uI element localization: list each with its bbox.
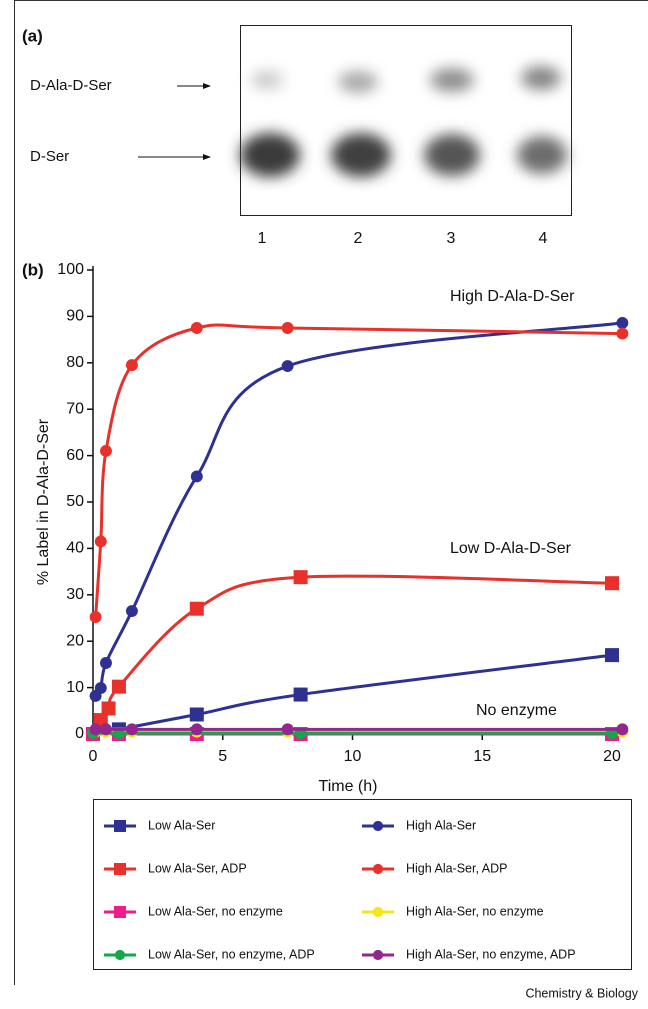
legend-label: High Ala-Ser <box>406 818 476 832</box>
legend-label: Low Ala-Ser <box>148 818 215 832</box>
annotation: High D-Ala-D-Ser <box>450 288 575 305</box>
point <box>616 723 628 735</box>
panel-label: (a) <box>22 26 43 45</box>
point <box>90 611 102 623</box>
legend-label: Low Ala-Ser, ADP <box>148 861 247 875</box>
legend-marker <box>373 821 383 831</box>
point <box>294 688 308 702</box>
x-axis-label: Time (h) <box>319 778 378 795</box>
legend-marker <box>373 864 383 874</box>
legend-marker <box>373 907 383 917</box>
point <box>126 359 138 371</box>
legend-label: High Ala-Ser, ADP <box>406 861 507 875</box>
y-tick-label: 70 <box>66 400 84 417</box>
y-tick-label: 0 <box>75 725 84 742</box>
figure: (a) D-Ala-D-Ser D-Ser 1 2 3 4 (b) % Labe… <box>0 0 648 1009</box>
legend-marker <box>114 906 126 918</box>
point <box>191 723 203 735</box>
legend-marker <box>115 950 125 960</box>
point <box>605 576 619 590</box>
series-line <box>96 325 623 617</box>
lane-label: 1 <box>258 230 267 247</box>
x-tick-label: 15 <box>473 748 491 765</box>
band-label: D-Ala-D-Ser <box>30 77 112 94</box>
point <box>95 682 107 694</box>
point <box>190 708 204 722</box>
point <box>605 648 619 662</box>
y-tick-label: 40 <box>66 540 84 557</box>
annotation: Low D-Ala-D-Ser <box>450 540 572 557</box>
gel-frame <box>241 26 572 216</box>
y-axis-label: % Label in D-Ala-D-Ser <box>35 418 52 585</box>
y-tick-label: 30 <box>66 586 84 603</box>
point <box>191 471 203 483</box>
point <box>102 701 116 715</box>
point <box>190 602 204 616</box>
lane-label: 3 <box>447 230 456 247</box>
gel <box>240 26 572 216</box>
legend-label: High Ala-Ser, no enzyme <box>406 904 544 918</box>
x-tick-label: 20 <box>603 748 621 765</box>
point <box>282 322 294 334</box>
lane-label: 4 <box>539 230 548 247</box>
point <box>294 570 308 584</box>
legend-label: Low Ala-Ser, no enzyme <box>148 904 283 918</box>
point <box>112 680 126 694</box>
y-tick-label: 60 <box>66 447 84 464</box>
y-tick-label: 80 <box>66 354 84 371</box>
credit: Chemistry & Biology <box>525 986 638 1000</box>
point <box>616 328 628 340</box>
y-tick-label: 90 <box>66 308 84 325</box>
y-tick-label: 100 <box>57 261 84 278</box>
y-tick-label: 20 <box>66 632 84 649</box>
point <box>191 322 203 334</box>
point <box>126 605 138 617</box>
point <box>100 723 112 735</box>
series-line <box>93 655 612 734</box>
lane-label: 2 <box>354 230 363 247</box>
legend-marker <box>114 863 126 875</box>
point <box>95 535 107 547</box>
point <box>282 360 294 372</box>
legend-marker <box>373 950 383 960</box>
point <box>126 723 138 735</box>
point <box>100 445 112 457</box>
y-tick-label: 10 <box>66 679 84 696</box>
legend-label: Low Ala-Ser, no enzyme, ADP <box>148 947 315 961</box>
y-tick-label: 50 <box>66 493 84 510</box>
annotation: No enzyme <box>476 702 557 719</box>
point <box>90 723 102 735</box>
legend-marker <box>114 820 126 832</box>
series-line <box>96 323 623 696</box>
point <box>616 317 628 329</box>
point <box>282 723 294 735</box>
x-tick-label: 0 <box>89 748 98 765</box>
point <box>100 657 112 669</box>
x-tick-label: 10 <box>344 748 362 765</box>
band-label: D-Ser <box>30 148 69 165</box>
legend-label: High Ala-Ser, no enzyme, ADP <box>406 947 576 961</box>
x-tick-label: 5 <box>218 748 227 765</box>
panel-label: (b) <box>22 260 44 279</box>
